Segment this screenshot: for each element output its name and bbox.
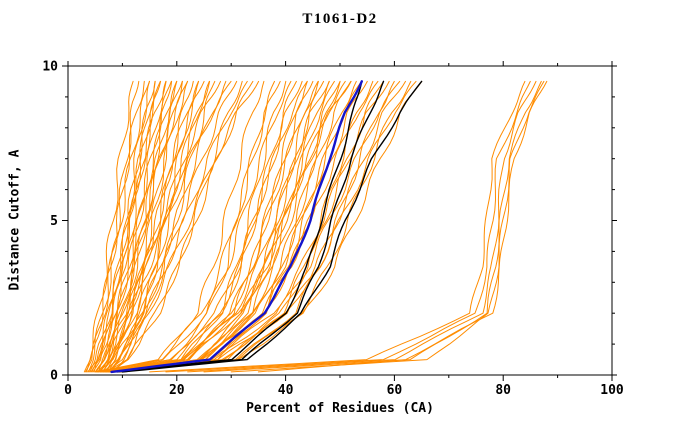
model-curve-orange-mid xyxy=(109,80,314,373)
model-curve-orange-steep xyxy=(89,80,156,373)
model-curve-orange-steep xyxy=(111,80,216,373)
model-curve-orange-mid xyxy=(119,80,335,373)
x-tick-label: 0 xyxy=(64,383,72,398)
chart-title: T1061-D2 xyxy=(302,11,378,27)
model-curve-orange-steep xyxy=(95,80,172,373)
model-curve-orange-mid xyxy=(114,80,325,373)
model-curve-orange-steep xyxy=(93,80,167,373)
model-curve-orange-steep xyxy=(98,80,178,373)
model-curve-orange-mid xyxy=(99,80,287,373)
model-curve-orange-mid xyxy=(112,80,319,373)
model-curve-orange-mid xyxy=(102,80,352,373)
model-curve-orange-mid xyxy=(94,80,265,373)
model-curve-orange-mid xyxy=(108,80,406,373)
x-tick-label: 100 xyxy=(600,383,624,398)
model-curve-orange-mid xyxy=(107,80,308,373)
x-axis-label: Percent of Residues (CA) xyxy=(246,401,434,416)
model-curve-orange-steep xyxy=(108,80,248,373)
reference-curve-black xyxy=(116,80,385,373)
model-curve-orange-mid xyxy=(119,80,390,373)
model-curve-orange-steep xyxy=(92,80,162,373)
y-tick-label: 0 xyxy=(50,369,58,384)
model-curve-orange-mid xyxy=(105,80,401,373)
model-curve-orange-steep xyxy=(105,80,200,373)
model-curve-orange-mid xyxy=(98,80,281,373)
model-curve-orange-steep xyxy=(100,80,183,373)
model-curve-orange-steep xyxy=(100,80,232,373)
model-curve-orange-right-group xyxy=(165,80,531,373)
model-curve-orange-mid xyxy=(111,80,412,373)
model-curve-orange-steep xyxy=(102,80,238,373)
x-tick-label: 40 xyxy=(278,383,294,398)
model-curve-orange-mid xyxy=(113,80,417,373)
y-axis-label: Distance Cutoff, A xyxy=(7,149,23,291)
model-curve-orange-steep xyxy=(105,80,243,373)
model-curve-orange-steep xyxy=(91,80,161,373)
y-tick-label: 10 xyxy=(42,60,58,75)
x-tick-label: 80 xyxy=(495,383,511,398)
model-curve-orange-steep xyxy=(88,80,150,373)
model-curve-orange-steep xyxy=(107,80,205,373)
model-curve-orange-right-group xyxy=(187,80,537,373)
model-curve-orange-mid xyxy=(104,80,352,373)
model-curve-orange-mid xyxy=(115,80,330,373)
highlighted-curve-blue xyxy=(110,80,363,374)
model-curve-orange-steep xyxy=(113,80,260,373)
model-curve-orange-right-group xyxy=(257,80,548,373)
model-curve-orange-steep xyxy=(111,80,254,373)
model-curve-orange-steep xyxy=(106,80,199,373)
model-curve-orange-steep xyxy=(94,80,221,373)
x-tick-label: 60 xyxy=(387,383,403,398)
model-curve-orange-steep xyxy=(97,80,227,373)
reference-curve-black xyxy=(110,80,363,373)
model-curve-orange-mid xyxy=(120,80,341,373)
model-curve-orange-mid xyxy=(104,80,303,373)
reference-curve-black xyxy=(121,80,423,373)
model-curve-orange-right-group xyxy=(230,80,545,373)
model-curve-orange-steep xyxy=(86,80,145,373)
model-curve-orange-right-group xyxy=(149,80,526,373)
model-curve-orange-mid xyxy=(101,80,292,373)
x-tick-label: 20 xyxy=(169,383,185,398)
y-tick-label: 5 xyxy=(50,214,58,229)
